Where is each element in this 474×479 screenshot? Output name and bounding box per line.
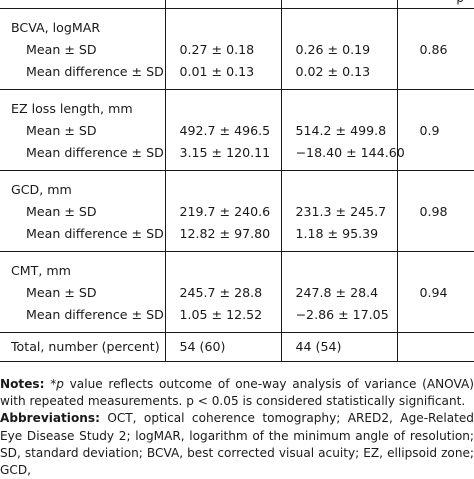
p-value: 0.94 xyxy=(398,282,474,304)
value-cell: 54 (60) xyxy=(166,333,281,361)
table-header-row: p xyxy=(0,0,474,9)
value-cell: 231.3 ± 245.7 xyxy=(282,201,397,223)
value-cell: 492.7 ± 496.5 xyxy=(166,120,281,142)
notes-text: value reflects outcome of one-way analys… xyxy=(0,377,474,408)
p-value: 0.86 xyxy=(398,39,474,61)
row-label: Mean difference ± SD xyxy=(0,61,165,83)
value-cell: 0.27 ± 0.18 xyxy=(166,39,281,61)
group-gcd: GCD, mm Mean ± SD Mean difference ± SD 2… xyxy=(0,171,474,252)
row-label: Mean difference ± SD xyxy=(0,304,165,326)
group-label: CMT, mm xyxy=(0,260,165,282)
value-cell: −18.40 ± 144.60 xyxy=(282,142,397,164)
results-table: p BCVA, logMAR Mean ± SD Mean difference… xyxy=(0,0,474,362)
group-label: GCD, mm xyxy=(0,179,165,201)
value-cell: 3.15 ± 120.11 xyxy=(166,142,281,164)
value-cell: 1.18 ± 95.39 xyxy=(282,223,397,245)
total-label: Total, number (percent) xyxy=(0,333,165,361)
value-cell: 0.01 ± 0.13 xyxy=(166,61,281,83)
row-label: Mean difference ± SD xyxy=(0,223,165,245)
p-value: 0.98 xyxy=(398,201,474,223)
group-cmt: CMT, mm Mean ± SD Mean difference ± SD 2… xyxy=(0,252,474,333)
value-cell: 0.02 ± 0.13 xyxy=(282,61,397,83)
notes-paragraph: Notes: *p value reflects outcome of one-… xyxy=(0,376,474,410)
row-label: Mean ± SD xyxy=(0,39,165,61)
notes-label: Notes: xyxy=(0,377,44,391)
value-cell: 219.7 ± 240.6 xyxy=(166,201,281,223)
abbreviations-label: Abbreviations: xyxy=(0,411,100,425)
value-cell: 514.2 ± 499.8 xyxy=(282,120,397,142)
value-cell: 247.8 ± 28.4 xyxy=(282,282,397,304)
value-cell: 44 (54) xyxy=(282,333,397,361)
group-label: BCVA, logMAR xyxy=(0,17,165,39)
p-value: 0.9 xyxy=(398,120,474,142)
row-label: Mean ± SD xyxy=(0,282,165,304)
abbreviations-paragraph: Abbreviations: OCT, optical coherence to… xyxy=(0,410,474,479)
group-bcva: BCVA, logMAR Mean ± SD Mean difference ±… xyxy=(0,9,474,90)
table-footnotes: Notes: *p value reflects outcome of one-… xyxy=(0,376,474,479)
header-p-fragment: p xyxy=(456,0,464,5)
value-cell: 0.26 ± 0.19 xyxy=(282,39,397,61)
value-cell: 245.7 ± 28.8 xyxy=(166,282,281,304)
value-cell: −2.86 ± 17.05 xyxy=(282,304,397,326)
total-row: Total, number (percent) 54 (60) 44 (54) xyxy=(0,333,474,362)
notes-p-symbol: p xyxy=(56,377,64,391)
value-cell: 1.05 ± 12.52 xyxy=(166,304,281,326)
row-label: Mean difference ± SD xyxy=(0,142,165,164)
group-ez-loss: EZ loss length, mm Mean ± SD Mean differ… xyxy=(0,90,474,171)
row-label: Mean ± SD xyxy=(0,120,165,142)
row-label: Mean ± SD xyxy=(0,201,165,223)
value-cell: 12.82 ± 97.80 xyxy=(166,223,281,245)
group-label: EZ loss length, mm xyxy=(0,98,165,120)
